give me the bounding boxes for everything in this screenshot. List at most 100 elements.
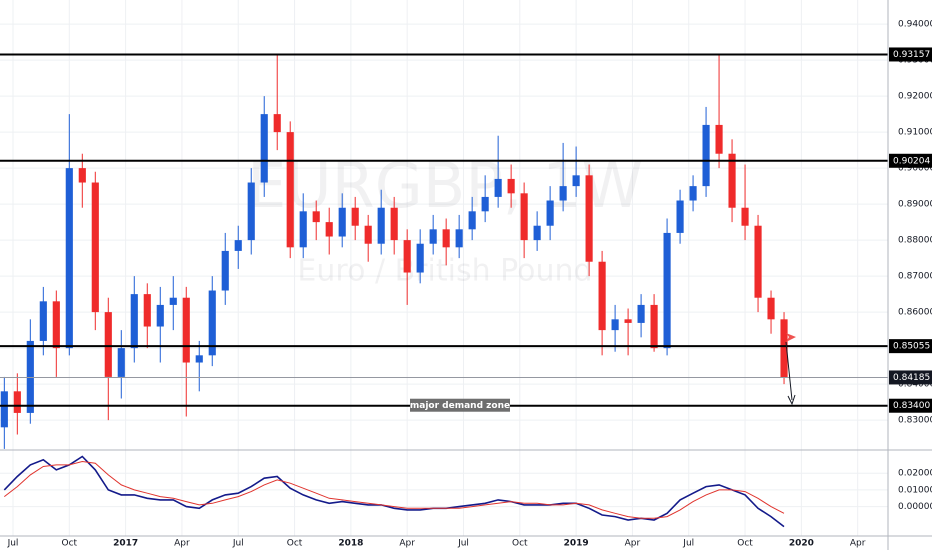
x-tick-label: Oct [62, 539, 78, 549]
candle-body [299, 211, 307, 248]
level-label-box [889, 47, 932, 62]
x-tick-label: Jul [682, 539, 694, 549]
y-tick-label: 0.02000 [898, 469, 932, 479]
x-tick-label: Oct [512, 539, 528, 549]
level-label: 0.85055 [893, 342, 930, 352]
candle-body [364, 225, 372, 244]
candle-body [377, 207, 385, 244]
projection-arrow [785, 341, 793, 401]
level-label: 0.83400 [893, 401, 930, 411]
candle-body [195, 355, 203, 363]
x-tick-label: Apr [850, 539, 866, 549]
level-label-box [889, 339, 932, 354]
candle-body [104, 312, 112, 377]
candle-body [481, 196, 489, 212]
candle-body [338, 207, 346, 237]
x-tick-label: 2019 [564, 539, 589, 549]
y-tick-label: 0.89000 [898, 200, 932, 210]
y-tick-label: 0.90000 [898, 164, 932, 174]
x-tick-label: Apr [625, 539, 641, 549]
candle-body [572, 175, 580, 187]
candle-body [663, 232, 671, 349]
y-tick-label: 0.00000 [898, 502, 932, 512]
candle-body [247, 182, 255, 241]
annotation-box [410, 398, 510, 412]
plot-layer: major demand zone [0, 53, 888, 528]
candle-body [611, 319, 619, 331]
candle-body [403, 240, 411, 273]
x-tick-label: 2018 [338, 539, 363, 549]
candle-body [455, 229, 463, 248]
candle-body [143, 294, 151, 327]
candle-body [234, 240, 242, 251]
y-tick-label: 0.94000 [898, 20, 932, 30]
y-tick-label: 0.84000 [898, 380, 932, 390]
y-tick-label: 0.88000 [898, 236, 932, 246]
candle-body [520, 193, 528, 241]
candle-body [351, 207, 359, 226]
x-tick-label: Oct [737, 539, 753, 549]
x-tick-label: Apr [174, 539, 190, 549]
candle-body [416, 243, 424, 273]
candle-body [494, 178, 502, 197]
last-price-box [889, 370, 932, 385]
annotation: major demand zone [410, 401, 510, 411]
candle-body [598, 261, 606, 331]
x-tick-label: Oct [287, 539, 303, 549]
candle-body [741, 207, 749, 226]
candle-body [26, 340, 34, 413]
y-tick-label: 0.86000 [898, 308, 932, 318]
candle-body [208, 290, 216, 356]
candle-body [325, 222, 333, 237]
level-label-box [889, 153, 932, 168]
candle-body [117, 348, 125, 377]
candle-body [624, 319, 632, 323]
candle-body [52, 301, 60, 349]
candle-body [689, 186, 697, 201]
indicator-line [3, 460, 785, 519]
x-tick-label: 2020 [789, 539, 814, 549]
candle-body [169, 297, 177, 305]
price-marker [786, 333, 796, 342]
candle-body [260, 114, 268, 183]
candle-body [533, 225, 541, 241]
candle-body [754, 225, 762, 298]
candle-body [780, 319, 788, 378]
y-tick-label: 0.91000 [898, 128, 932, 138]
x-tick-label: Jul [7, 539, 19, 549]
candle-body [468, 211, 476, 230]
candle-body [312, 211, 320, 223]
candle-body [78, 168, 86, 183]
candle-body [429, 229, 437, 244]
candle-body [286, 132, 294, 248]
candle-body [715, 124, 723, 154]
x-tick-label: 2017 [113, 539, 138, 549]
level-label-box [889, 398, 932, 413]
candle-body [273, 114, 281, 133]
candle-body [65, 168, 73, 349]
candle-body [156, 304, 164, 327]
candle-body [13, 391, 21, 413]
candle-body [182, 297, 190, 363]
candle-body [221, 250, 229, 291]
candle-body [390, 207, 398, 241]
candle-body [676, 200, 684, 233]
candle-body [702, 124, 710, 187]
indicator-line [3, 455, 785, 528]
candle-body [767, 297, 775, 320]
grid-layer [0, 0, 888, 536]
candle-body [91, 182, 99, 313]
candle-body [728, 153, 736, 208]
candle-body [546, 200, 554, 226]
y-tick-label: 0.92000 [898, 92, 932, 102]
y-tick-label: 0.01000 [898, 485, 932, 495]
level-label: 0.93157 [893, 50, 930, 60]
candle-body [650, 304, 658, 349]
candle-body [559, 186, 567, 201]
candle-body [637, 304, 645, 323]
axis-layer: Jul Oct 2017 Apr Jul Oct 2018 Apr Jul Oct 2019 Apr J… [7, 20, 932, 549]
y-tick-label: 0.87000 [898, 272, 932, 282]
candle-body [585, 175, 593, 262]
candle-body [39, 301, 47, 341]
